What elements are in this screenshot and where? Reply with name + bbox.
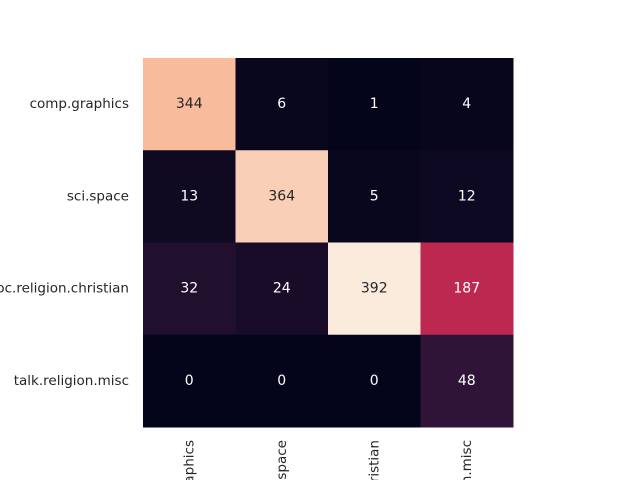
cell-label: 5 [370,188,379,204]
cell-label: 48 [458,373,476,389]
y-tick-label: comp.graphics [30,96,129,112]
x-tick-label: sci.space [274,440,290,480]
y-tick-label: sci.space [67,188,129,204]
x-tick-label: talk.religion.misc [459,440,475,480]
x-tick-label: comp.graphics [181,440,197,480]
heatmap-cell [420,58,514,151]
cell-label: 4 [462,96,471,112]
cell-label: 0 [277,373,286,389]
heatmap-cell [143,242,236,336]
cell-label: 6 [277,96,286,112]
heatmap-cell [235,150,329,243]
heatmap-cell [420,242,514,336]
heatmap-cell [420,334,514,428]
heatmap-cell [420,150,514,243]
heatmap-cell [328,242,421,336]
cell-label: 1 [370,96,379,112]
cell-label: 344 [176,96,203,112]
y-tick-label: soc.religion.christian [0,281,129,297]
cell-label: 187 [453,281,480,297]
heatmap-cell [328,150,421,243]
heatmap-cell [328,334,421,428]
cell-label: 364 [268,188,295,204]
cell-label: 13 [180,188,198,204]
heatmap-cell [328,58,421,151]
cell-label: 0 [370,373,379,389]
cell-label: 24 [273,281,291,297]
y-tick-label: talk.religion.misc [14,373,129,389]
cell-label: 12 [458,188,476,204]
heatmap-cell [235,58,329,151]
heatmap-cell [235,242,329,336]
cell-label: 32 [180,281,198,297]
cell-label: 0 [185,373,194,389]
heatmap-cell [143,334,236,428]
x-tick-label: soc.religion.christian [366,440,382,480]
heatmap-cell [143,58,236,151]
cell-label: 392 [361,281,388,297]
heatmap-cell [143,150,236,243]
heatmap-cell [235,334,329,428]
